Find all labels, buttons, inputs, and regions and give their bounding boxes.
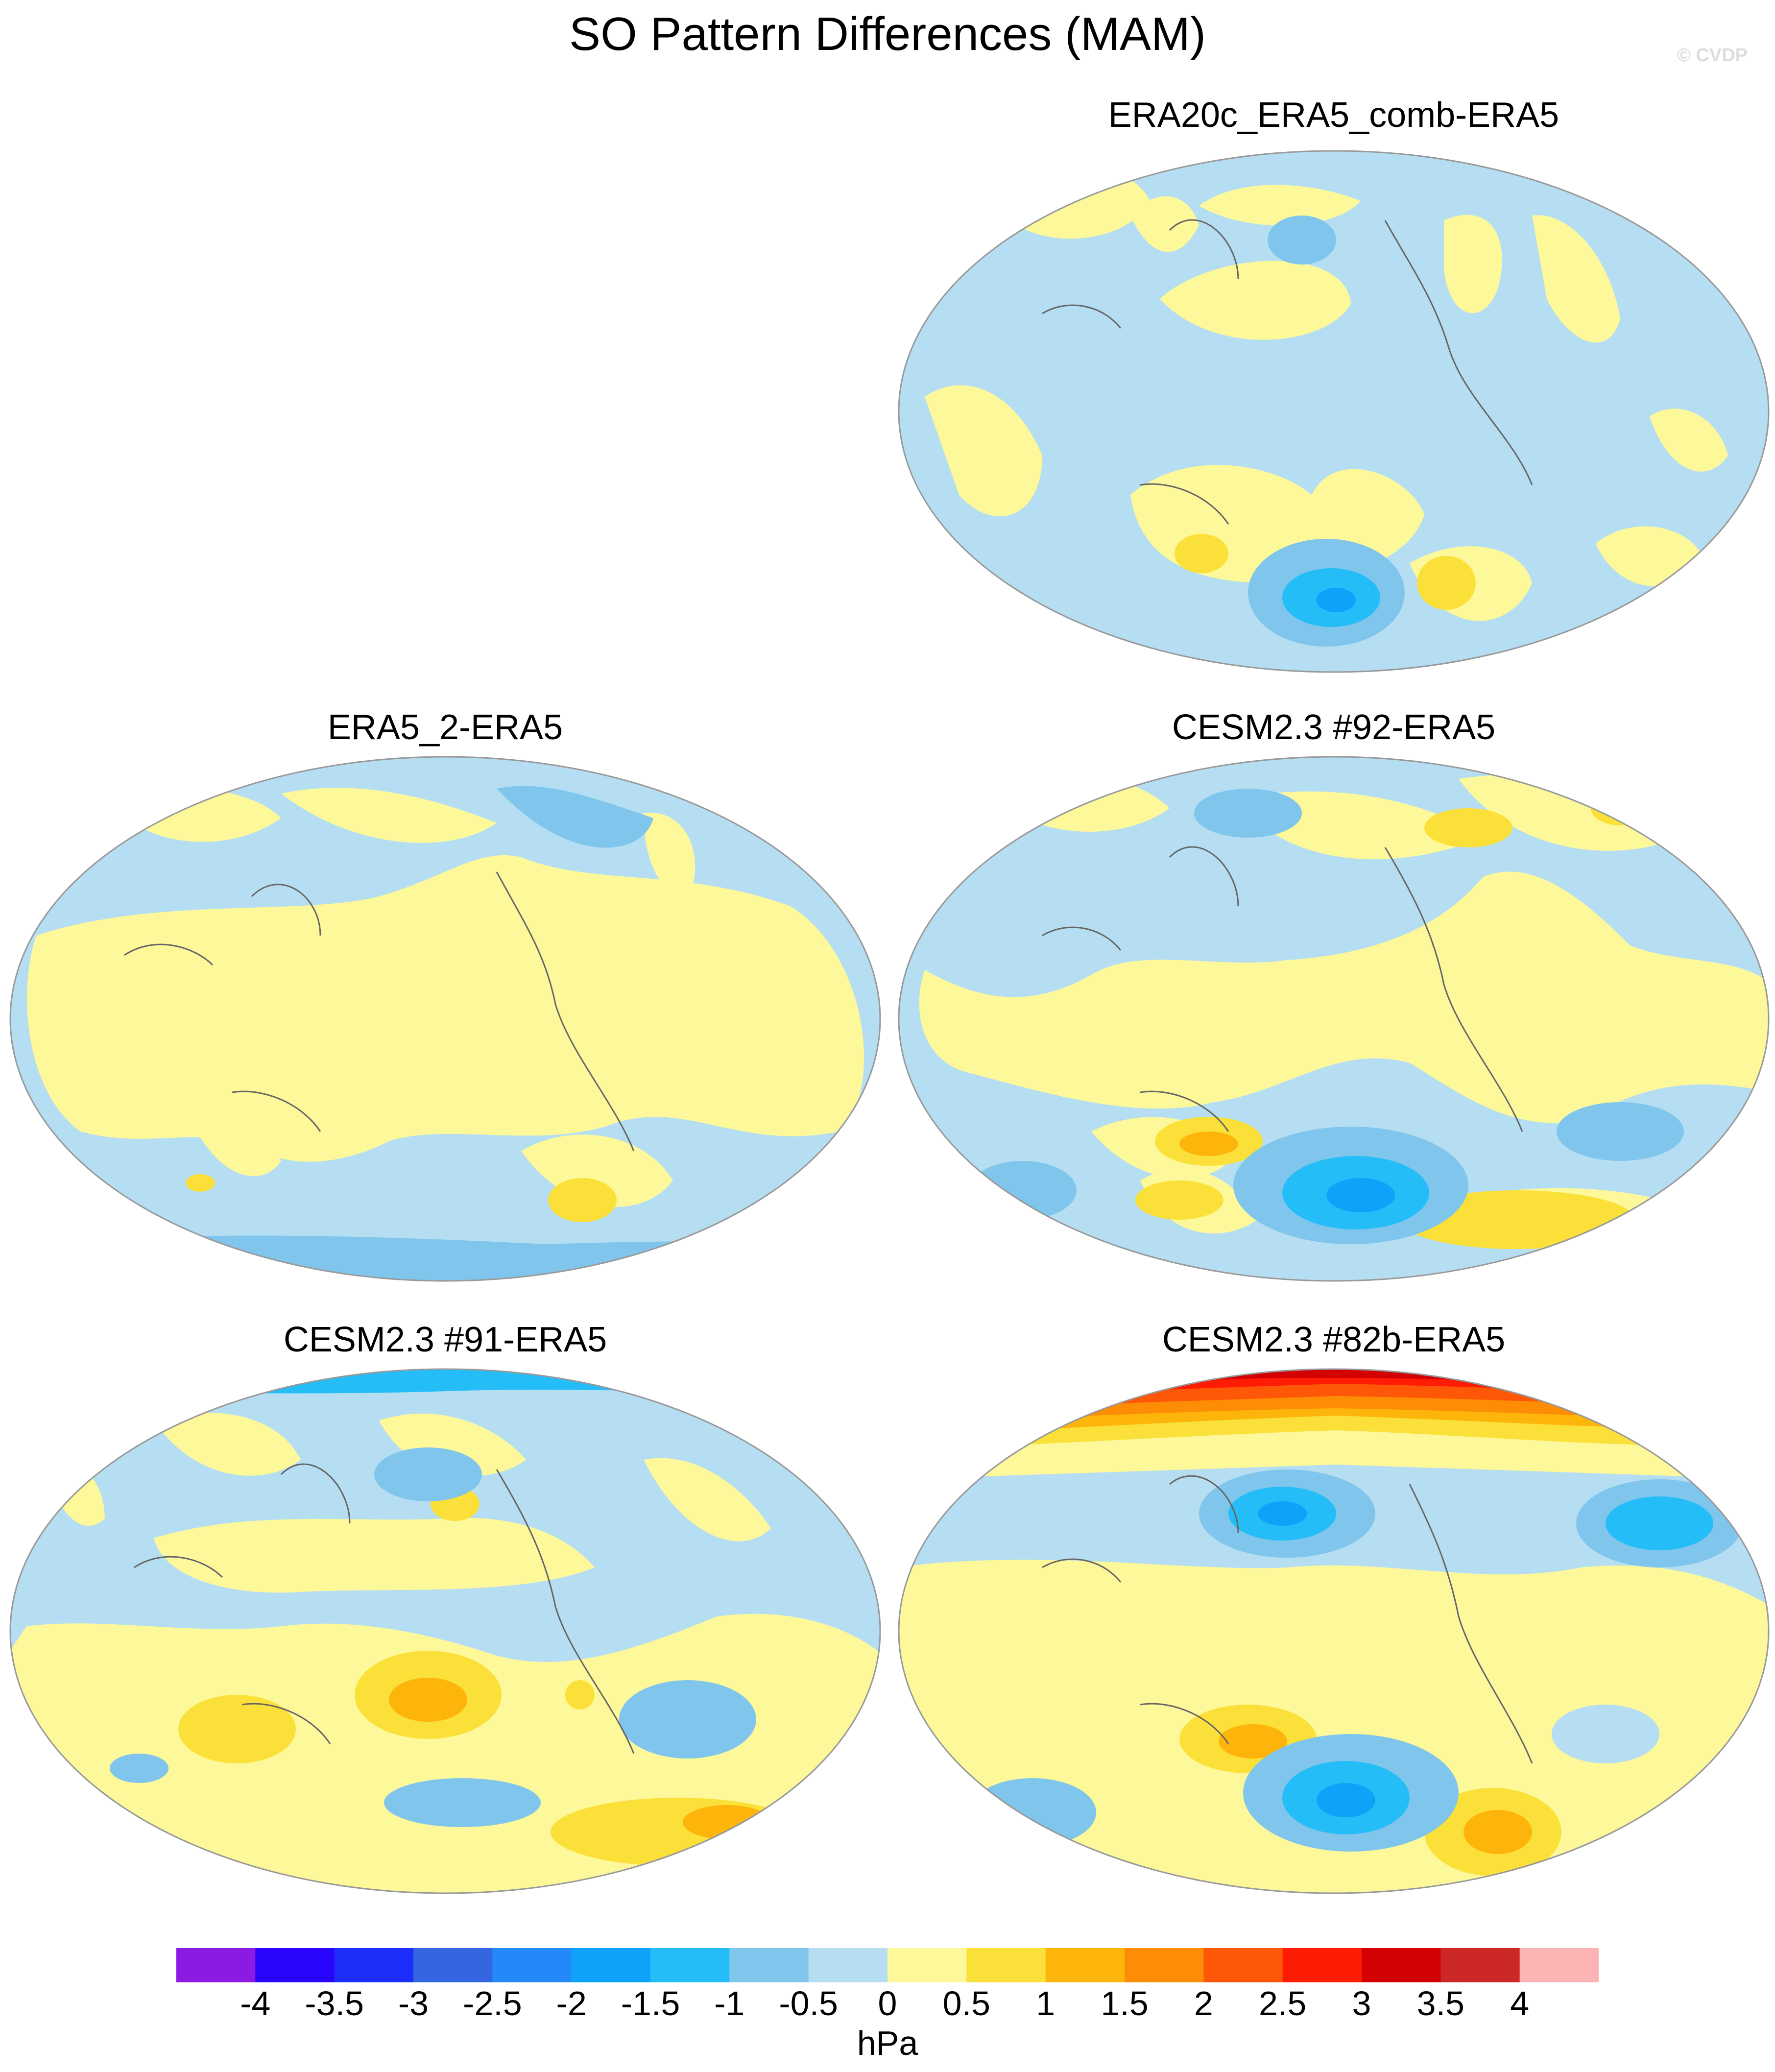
- colorbar-swatch: [1519, 1948, 1599, 1982]
- colorbar-swatch: [1203, 1948, 1283, 1982]
- colorbar-swatch: [492, 1948, 572, 1982]
- map-era5-2: [9, 756, 881, 1282]
- colorbar-swatch: [255, 1948, 335, 1982]
- colorbar-tick-label: 0.5: [942, 1984, 990, 2023]
- colorbar: [176, 1948, 1599, 1982]
- map-cesm-82b: [898, 1368, 1770, 1894]
- map-era20c: [898, 150, 1770, 673]
- map-panel-era5-2: ERA5_2-ERA5: [7, 705, 884, 1293]
- colorbar-tick-label: -4: [240, 1984, 271, 2023]
- map-cesm-92: [898, 756, 1770, 1282]
- map-panel-cesm-92: CESM2.3 #92-ERA5: [895, 705, 1772, 1293]
- colorbar-tick-label: 2: [1194, 1984, 1213, 2023]
- map-panel-cesm-82b: CESM2.3 #82b-ERA5: [895, 1318, 1772, 1905]
- colorbar-swatch: [650, 1948, 730, 1982]
- panel-title: ERA20c_ERA5_comb-ERA5: [1108, 96, 1559, 135]
- colorbar-tick-label: -2: [556, 1984, 587, 2023]
- panel-title: CESM2.3 #82b-ERA5: [1162, 1320, 1506, 1359]
- panel-title: CESM2.3 #91-ERA5: [283, 1320, 607, 1359]
- colorbar-tick-label: 4: [1510, 1984, 1530, 2023]
- colorbar-tick-label: 1.5: [1101, 1984, 1149, 2023]
- colorbar-tick-label: -2.5: [463, 1984, 522, 2023]
- colorbar-swatch: [808, 1948, 888, 1982]
- colorbar-swatch: [1362, 1948, 1441, 1982]
- map-cesm-91: [9, 1368, 881, 1894]
- colorbar-tick-label: 3.5: [1416, 1984, 1464, 2023]
- colorbar-unit-label: hPa: [857, 2024, 918, 2062]
- colorbar-tick-label: 2.5: [1259, 1984, 1307, 2023]
- colorbar-tick-label: 3: [1352, 1984, 1371, 2023]
- colorbar-swatch: [334, 1948, 414, 1982]
- map-panel-era20c: ERA20c_ERA5_comb-ERA5: [895, 93, 1772, 681]
- colorbar-tick-label: -1: [714, 1984, 745, 2023]
- colorbar-swatch: [1125, 1948, 1204, 1982]
- colorbar-swatch: [888, 1948, 967, 1982]
- colorbar-swatch: [1440, 1948, 1520, 1982]
- colorbar-tick-label: 1: [1036, 1984, 1055, 2023]
- colorbar-tick-label: -3.5: [305, 1984, 364, 2023]
- colorbar-tick-label: -0.5: [779, 1984, 838, 2023]
- colorbar-swatch: [966, 1948, 1046, 1982]
- watermark: © CVDP: [1677, 45, 1748, 66]
- colorbar-swatch: [176, 1948, 256, 1982]
- colorbar-swatch: [1045, 1948, 1125, 1982]
- colorbar-swatch: [1282, 1948, 1362, 1982]
- panel-title: ERA5_2-ERA5: [327, 708, 563, 747]
- panel-title: CESM2.3 #92-ERA5: [1172, 708, 1496, 747]
- colorbar-swatch: [413, 1948, 493, 1982]
- colorbar-tick-label: -3: [398, 1984, 429, 2023]
- colorbar-tick-label: 0: [878, 1984, 897, 2023]
- colorbar-tick-labels: -4 -3.5 -3 -2.5 -2 -1.5 -1 -0.5 0 0.5 1 1.5 2 2.5 3 3.5…: [0, 1984, 1775, 2033]
- colorbar-swatch: [571, 1948, 651, 1982]
- colorbar-swatch: [729, 1948, 809, 1982]
- colorbar-tick-label: -1.5: [621, 1984, 680, 2023]
- page-title: SO Pattern Differences (MAM): [569, 8, 1206, 60]
- map-panel-cesm-91: CESM2.3 #91-ERA5: [7, 1318, 884, 1905]
